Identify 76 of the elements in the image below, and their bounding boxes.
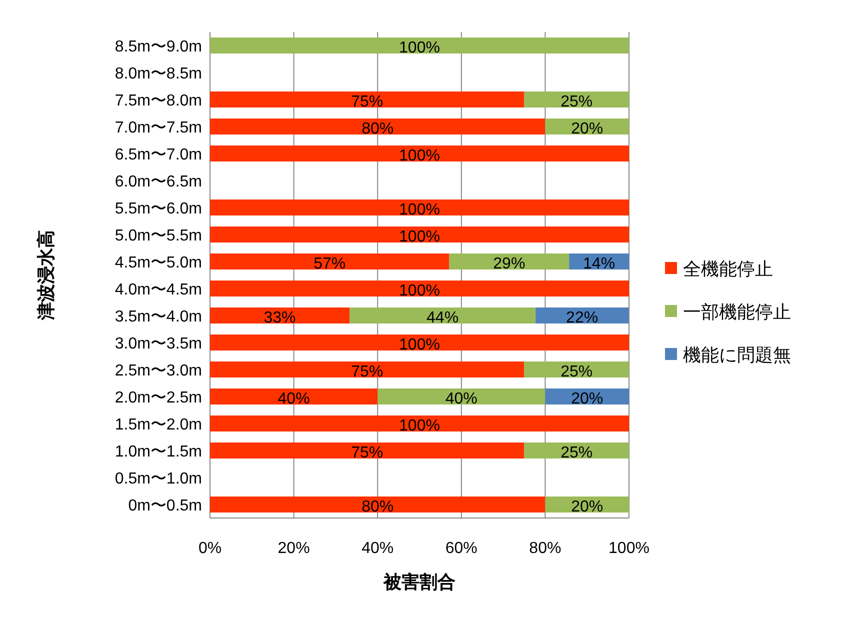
y-tick-label: 0.5m〜1.0m xyxy=(114,470,202,488)
data-label: 33% xyxy=(264,310,296,326)
y-tick-label: 7.0m〜7.5m xyxy=(114,120,202,136)
data-label: 25% xyxy=(560,364,593,380)
data-label: 22% xyxy=(566,310,598,326)
y-tick-label: 4.0m〜4.5m xyxy=(114,282,202,298)
y-tick-label: 8.5m〜9.0m xyxy=(114,38,202,56)
bar xyxy=(524,92,629,108)
bar xyxy=(210,388,378,404)
data-label: 20% xyxy=(571,390,604,408)
bar xyxy=(210,200,629,216)
data-label: 100% xyxy=(399,202,440,218)
x-tick-label: 0% xyxy=(198,540,222,557)
data-label: 75% xyxy=(351,364,384,380)
data-label: 80% xyxy=(362,498,394,516)
y-tick-label: 8.0m〜8.5m xyxy=(114,66,202,82)
legend-label: 全機能停止 xyxy=(683,259,773,279)
x-tick-label: 100% xyxy=(608,540,650,557)
bar xyxy=(210,334,629,350)
bar xyxy=(210,280,629,296)
x-tick-label: 20% xyxy=(278,540,310,557)
bar xyxy=(210,442,524,458)
y-tick-label: 1.5m〜2.0m xyxy=(114,416,202,434)
data-label: 25% xyxy=(560,94,593,110)
data-label: 40% xyxy=(445,390,478,408)
bar xyxy=(210,226,629,242)
data-label: 100% xyxy=(399,418,440,434)
data-label: 75% xyxy=(351,444,384,462)
y-tick-label: 4.5m〜5.0m xyxy=(114,254,202,272)
data-label: 44% xyxy=(426,310,459,326)
data-label: 75% xyxy=(351,94,384,110)
data-label: 100% xyxy=(399,336,440,354)
bar xyxy=(210,146,629,162)
y-tick-label: 3.5m〜4.0m xyxy=(114,308,202,326)
bar xyxy=(378,388,546,404)
legend-label: 一部機能停止 xyxy=(683,302,791,322)
bar xyxy=(210,92,524,108)
bar xyxy=(210,308,350,324)
bar xyxy=(210,496,546,512)
bar xyxy=(350,308,536,324)
data-label: 100% xyxy=(399,282,440,300)
y-tick-label: 5.5m〜6.0m xyxy=(114,200,202,218)
y-tick-label: 7.5m〜8.0m xyxy=(114,92,202,110)
bar xyxy=(210,118,546,134)
y-tick-label: 3.0m〜3.5m xyxy=(114,336,202,352)
y-tick-label: 6.0m〜6.5m xyxy=(114,174,202,190)
data-label: 100% xyxy=(399,148,440,164)
x-tick-label: 40% xyxy=(362,540,394,557)
data-label: 20% xyxy=(571,120,604,138)
x-tick-label: 60% xyxy=(445,540,478,557)
y-tick-label: 6.5m〜7.0m xyxy=(114,146,202,164)
y-tick-label: 2.5m〜3.0m xyxy=(114,362,202,380)
y-axis-title: 津波浸水高 xyxy=(36,230,56,321)
bar xyxy=(210,416,629,432)
x-tick-label: 80% xyxy=(529,540,562,557)
bar xyxy=(524,362,629,378)
data-label: 100% xyxy=(399,228,440,246)
x-axis-title: 被害割合 xyxy=(382,572,456,592)
data-label: 80% xyxy=(362,120,394,138)
bar xyxy=(210,38,629,54)
y-tick-label: 1.0m〜1.5m xyxy=(114,444,202,460)
y-tick-label: 5.0m〜5.5m xyxy=(114,228,202,244)
y-tick-label: 0m〜0.5m xyxy=(128,498,202,514)
legend-label: 機能に問題無 xyxy=(683,345,791,365)
bar xyxy=(210,254,450,270)
data-label: 14% xyxy=(583,256,616,272)
bar xyxy=(524,442,629,458)
data-label: 25% xyxy=(560,444,593,462)
bar xyxy=(449,254,570,270)
data-label: 29% xyxy=(493,256,526,272)
y-tick-label: 2.0m〜2.5m xyxy=(114,390,202,406)
data-label: 57% xyxy=(314,256,346,272)
data-label: 40% xyxy=(278,390,310,408)
bar xyxy=(210,362,524,378)
data-label: 100% xyxy=(399,40,440,56)
data-label: 20% xyxy=(571,498,604,516)
